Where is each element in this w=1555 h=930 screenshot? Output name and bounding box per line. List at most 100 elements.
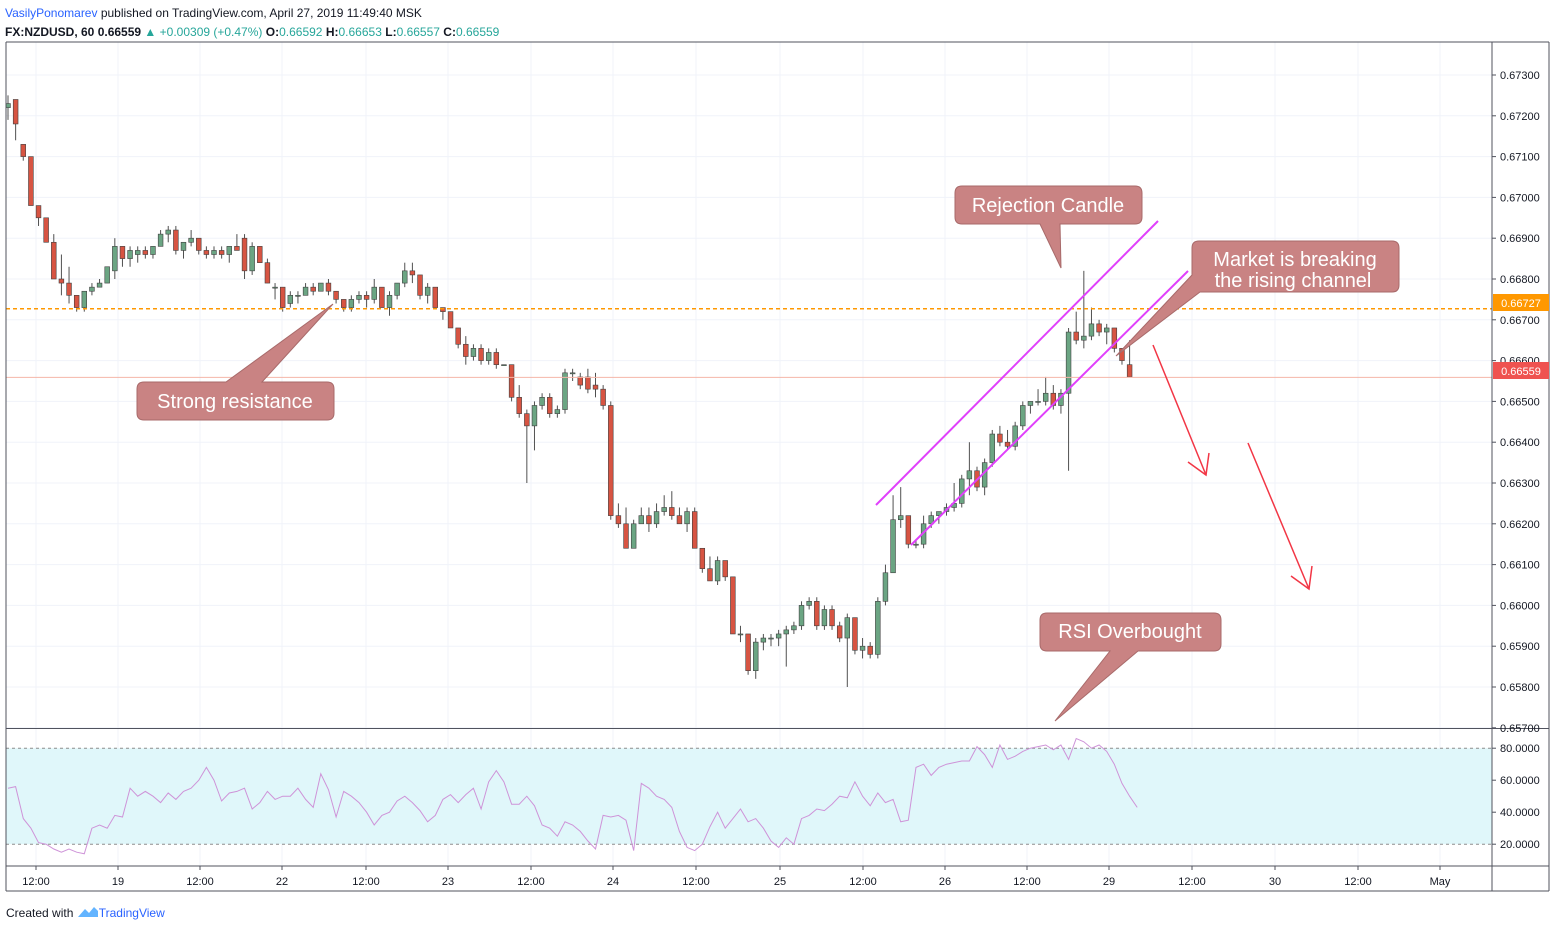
plot-frame <box>5 41 1550 892</box>
candle <box>951 483 957 512</box>
rsi-tick-label: 60.0000 <box>1500 775 1540 787</box>
channel-lower-line[interactable] <box>910 270 1189 546</box>
time-tick-label: 12:00 <box>517 876 545 888</box>
candle <box>142 246 149 259</box>
resistance-price-tag: 0.66727 <box>1493 294 1549 311</box>
price-change: +0.00309 (+0.47%) <box>159 25 263 39</box>
rejection-candle-label: Rejection Candle <box>972 195 1124 217</box>
candle <box>234 234 240 251</box>
candle <box>295 291 301 304</box>
candle <box>6 95 11 120</box>
callout-strong-resistance[interactable]: Strong resistance <box>136 303 335 421</box>
market-breaking-label-1: Market is breaking <box>1213 249 1376 271</box>
candle <box>1058 389 1064 414</box>
candle <box>257 246 263 263</box>
candle <box>333 290 339 304</box>
candle <box>760 633 767 651</box>
candle <box>745 633 751 675</box>
callout-market-breaking[interactable]: Market is breaking the rising channel <box>1115 240 1400 357</box>
candle <box>981 458 988 496</box>
candle <box>737 625 744 643</box>
last-price-tag-text: 0.66559 <box>1501 366 1541 378</box>
candle <box>821 605 828 630</box>
candle <box>58 254 65 296</box>
candle <box>959 474 965 508</box>
price-tick-label: 0.66500 <box>1500 396 1540 408</box>
candle <box>646 507 652 532</box>
candle <box>402 262 408 288</box>
author-link[interactable]: VasilyPonomarev <box>5 6 98 20</box>
candle <box>524 409 530 483</box>
candle <box>89 283 95 296</box>
high-value: 0.66653 <box>338 25 382 39</box>
candle <box>1004 429 1011 451</box>
candle <box>898 487 904 528</box>
last-price-tag: 0.66559 <box>1493 362 1549 379</box>
candle <box>104 266 110 284</box>
candle <box>241 234 248 279</box>
candle <box>547 393 553 418</box>
candle <box>707 556 713 582</box>
price-tick-label: 0.66800 <box>1500 274 1540 286</box>
candle <box>226 246 232 263</box>
resistance-price-tag-text: 0.66727 <box>1501 298 1541 310</box>
candle <box>585 368 591 394</box>
price-tick-label: 0.66700 <box>1500 315 1540 327</box>
candle <box>1035 389 1041 406</box>
price-tick-label: 0.67100 <box>1500 152 1540 164</box>
candle <box>493 348 500 369</box>
strong-resistance-label: Strong resistance <box>157 391 313 413</box>
last-price: 0.66559 <box>97 25 142 39</box>
up-arrow-icon: ▲ <box>144 25 157 39</box>
tradingview-brand-link[interactable]: TradingView <box>98 906 165 920</box>
candle <box>638 507 644 525</box>
candle <box>35 205 42 226</box>
candle <box>478 344 484 365</box>
candle <box>829 605 835 630</box>
down-arrow-1[interactable] <box>1152 344 1210 477</box>
candle <box>1020 401 1026 430</box>
candle <box>417 274 423 300</box>
price-axis[interactable]: 0.67300 0.67200 0.67100 0.67000 0.66900 0.668… <box>1492 70 1540 735</box>
candle <box>653 503 660 528</box>
rsi-band <box>6 748 1492 845</box>
time-tick-label: 19 <box>112 876 124 888</box>
callout-rejection-candle[interactable]: Rejection Candle <box>954 185 1143 269</box>
candle <box>501 364 507 366</box>
open-value: 0.66592 <box>279 25 323 39</box>
candle <box>554 405 561 418</box>
time-tick-label: 12:00 <box>22 876 50 888</box>
symbol-name: FX:NZDUSD, 60 <box>5 25 95 39</box>
candle <box>51 234 57 280</box>
candle <box>363 291 370 308</box>
candle <box>989 429 995 467</box>
candle <box>20 144 26 161</box>
candle <box>775 629 782 647</box>
candle <box>1073 311 1079 345</box>
candle <box>798 601 805 630</box>
candle <box>470 344 477 361</box>
candle <box>768 633 774 647</box>
candle <box>1096 319 1102 337</box>
candle <box>531 401 538 451</box>
candle <box>1088 307 1095 341</box>
candle <box>188 230 194 247</box>
candle <box>783 625 789 667</box>
channel-upper-line[interactable] <box>875 220 1159 506</box>
candle <box>753 638 759 679</box>
low-label: L: <box>385 25 397 39</box>
candle <box>218 246 225 259</box>
candle <box>264 258 271 284</box>
time-axis[interactable]: 12:00 19 12:00 22 12:00 23 12:00 24 12:00 25 12:00… <box>22 866 1451 888</box>
callout-rsi-overbought[interactable]: RSI Overbought <box>1039 612 1222 722</box>
down-arrow-2[interactable] <box>1247 442 1313 591</box>
rsi-axis[interactable]: 80.0000 60.0000 40.0000 20.0000 <box>1492 743 1540 851</box>
candle <box>135 246 141 263</box>
candle <box>249 242 255 275</box>
candle <box>814 597 820 630</box>
candle <box>386 291 393 316</box>
candle <box>1027 401 1034 414</box>
candle <box>661 495 667 516</box>
candle <box>669 491 675 520</box>
